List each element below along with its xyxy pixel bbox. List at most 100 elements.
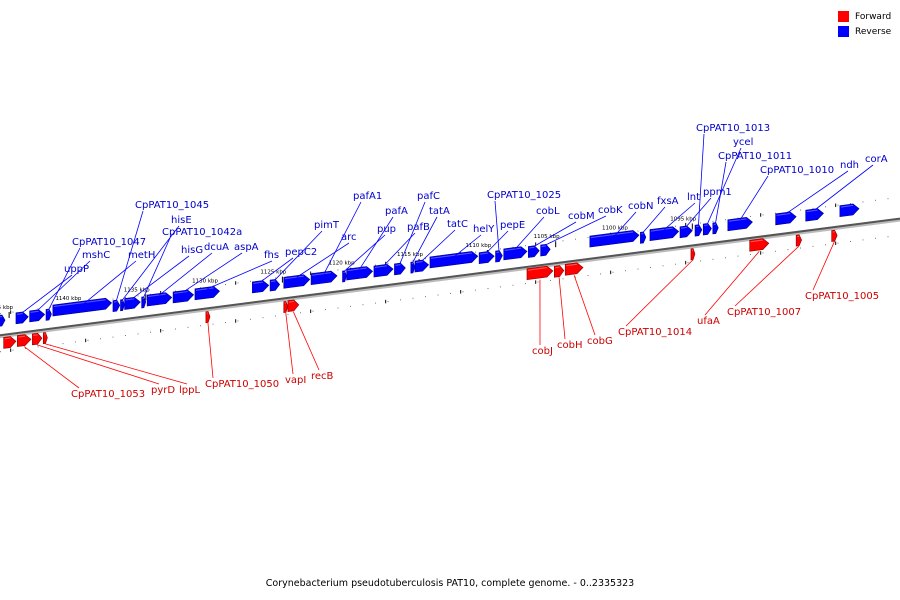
gene-recb[interactable]: [287, 299, 300, 313]
gene-unlabeled[interactable]: [0, 314, 6, 327]
gene-arrow[interactable]: [679, 225, 693, 239]
gene-arrow[interactable]: [252, 280, 270, 294]
gene-cppat10_1013[interactable]: [694, 224, 703, 237]
gene-cppat10_1047[interactable]: [45, 308, 52, 321]
gene-hise[interactable]: [120, 299, 125, 312]
gene-arrow[interactable]: [429, 251, 479, 269]
genome-caption: Corynebacterium pseudotuberculosis PAT10…: [265, 578, 635, 589]
gene-arrow[interactable]: [589, 230, 640, 248]
gene-dcua[interactable]: [146, 292, 173, 307]
gene-vapi[interactable]: [283, 301, 289, 314]
gene-hely[interactable]: [429, 251, 479, 269]
gene-cppat10_1014[interactable]: [690, 248, 696, 261]
gene-arrow[interactable]: [310, 270, 338, 286]
gene-arrow[interactable]: [146, 292, 173, 307]
gene-cppat10_1005[interactable]: [831, 229, 838, 242]
gene-arrow[interactable]: [269, 279, 281, 292]
gene-cppat10_1007[interactable]: [795, 234, 802, 247]
gene-arrow[interactable]: [564, 262, 584, 276]
gene-unlabeled[interactable]: [3, 336, 17, 349]
gene-cppat10_1050[interactable]: [205, 311, 211, 324]
gene-arrow[interactable]: [414, 259, 430, 273]
gene-tatc[interactable]: [414, 259, 430, 273]
gene-arrow[interactable]: [727, 217, 753, 232]
gene-arrow[interactable]: [0, 314, 6, 327]
gene-tata[interactable]: [410, 261, 416, 274]
gene-arrow[interactable]: [15, 311, 29, 325]
gene-arrow[interactable]: [42, 332, 48, 345]
label-leader-line: [383, 232, 416, 267]
gene-arrow[interactable]: [478, 251, 495, 264]
gene-pup[interactable]: [342, 270, 347, 283]
gene-arrow[interactable]: [554, 265, 565, 278]
gene-hisg[interactable]: [124, 296, 141, 310]
gene-uppp[interactable]: [15, 311, 29, 325]
gene-arrow[interactable]: [526, 265, 554, 281]
gene-pimt[interactable]: [269, 279, 281, 292]
gene-arrow[interactable]: [394, 262, 406, 276]
gene-ycel[interactable]: [702, 223, 712, 236]
gene-lppl[interactable]: [42, 332, 48, 345]
label-leader-line: [494, 200, 500, 252]
gene-pafc[interactable]: [394, 262, 406, 276]
gene-arc[interactable]: [283, 274, 311, 289]
gene-pepc2[interactable]: [252, 280, 270, 294]
gene-cora[interactable]: [805, 208, 824, 222]
gene-fhs[interactable]: [194, 286, 220, 301]
gene-cppat10_1045[interactable]: [112, 299, 121, 312]
gene-pafa1[interactable]: [310, 270, 338, 286]
gene-arrow[interactable]: [29, 309, 46, 323]
gene-pyrd[interactable]: [32, 332, 43, 346]
label-leader-line: [344, 234, 386, 272]
gene-mshc[interactable]: [29, 309, 46, 323]
gene-arrow[interactable]: [831, 229, 838, 242]
gene-arrow[interactable]: [287, 299, 300, 313]
gene-fxsa[interactable]: [640, 231, 647, 244]
gene-meth[interactable]: [52, 297, 113, 317]
guide-dot: [500, 286, 501, 288]
gene-cppat10_1042a[interactable]: [141, 296, 147, 309]
gene-arrow[interactable]: [702, 223, 712, 236]
gene-cppat10_1053[interactable]: [17, 334, 32, 347]
gene-pafb[interactable]: [373, 263, 394, 278]
gene-arrow[interactable]: [503, 246, 528, 261]
axis-tick-label: 1110 kbp: [465, 243, 491, 249]
gene-arrow[interactable]: [540, 244, 551, 257]
gene-arrow[interactable]: [346, 266, 374, 281]
gene-cppat10_1025[interactable]: [495, 250, 503, 263]
gene-arrow[interactable]: [805, 208, 824, 222]
gene-cobl[interactable]: [503, 246, 528, 261]
gene-arrow[interactable]: [749, 238, 770, 252]
gene-unlabeled[interactable]: [839, 203, 860, 217]
gene-cppat10_1010[interactable]: [727, 217, 753, 232]
gene-pepe[interactable]: [478, 251, 495, 264]
gene-arrow[interactable]: [3, 336, 17, 349]
gene-arrow[interactable]: [283, 301, 289, 314]
gene-arrow[interactable]: [124, 296, 141, 310]
gene-arrow[interactable]: [528, 245, 540, 258]
gene-pafa[interactable]: [346, 266, 374, 281]
gene-ppm1[interactable]: [679, 225, 693, 239]
gene-arrow[interactable]: [205, 311, 211, 324]
gene-lnt[interactable]: [649, 226, 680, 241]
gene-arrow-highlight: [18, 335, 26, 338]
gene-arrow[interactable]: [690, 248, 696, 261]
gene-arrow[interactable]: [649, 226, 680, 241]
gene-cobj[interactable]: [526, 265, 554, 281]
gene-arrow[interactable]: [32, 332, 43, 346]
gene-cobk[interactable]: [540, 244, 551, 257]
gene-arrow[interactable]: [52, 297, 113, 317]
gene-arrow[interactable]: [795, 234, 802, 247]
gene-cppat10_1011[interactable]: [712, 222, 719, 235]
gene-ufaa[interactable]: [749, 238, 770, 252]
gene-arrow[interactable]: [17, 334, 32, 347]
gene-arrow[interactable]: [194, 286, 220, 301]
axis-tick-label: 1120 kbp: [329, 261, 355, 267]
gene-cobn[interactable]: [589, 230, 640, 248]
gene-cobh[interactable]: [554, 265, 565, 278]
gene-ndh[interactable]: [775, 211, 797, 226]
gene-cobg[interactable]: [564, 262, 584, 276]
gene-aspa[interactable]: [172, 289, 195, 304]
gene-arrow[interactable]: [839, 203, 860, 217]
gene-cobm[interactable]: [528, 245, 540, 258]
